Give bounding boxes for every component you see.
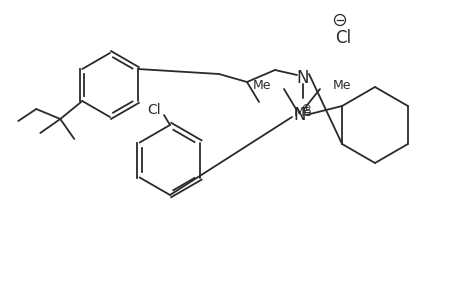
- Text: N: N: [296, 69, 308, 87]
- Text: Me: Me: [252, 79, 270, 92]
- Text: Cl: Cl: [334, 29, 350, 47]
- Text: Me: Me: [293, 106, 312, 119]
- Text: ⊕: ⊕: [302, 103, 311, 113]
- Text: Cl: Cl: [147, 103, 161, 117]
- Text: N: N: [293, 106, 306, 124]
- Text: Me: Me: [332, 79, 351, 92]
